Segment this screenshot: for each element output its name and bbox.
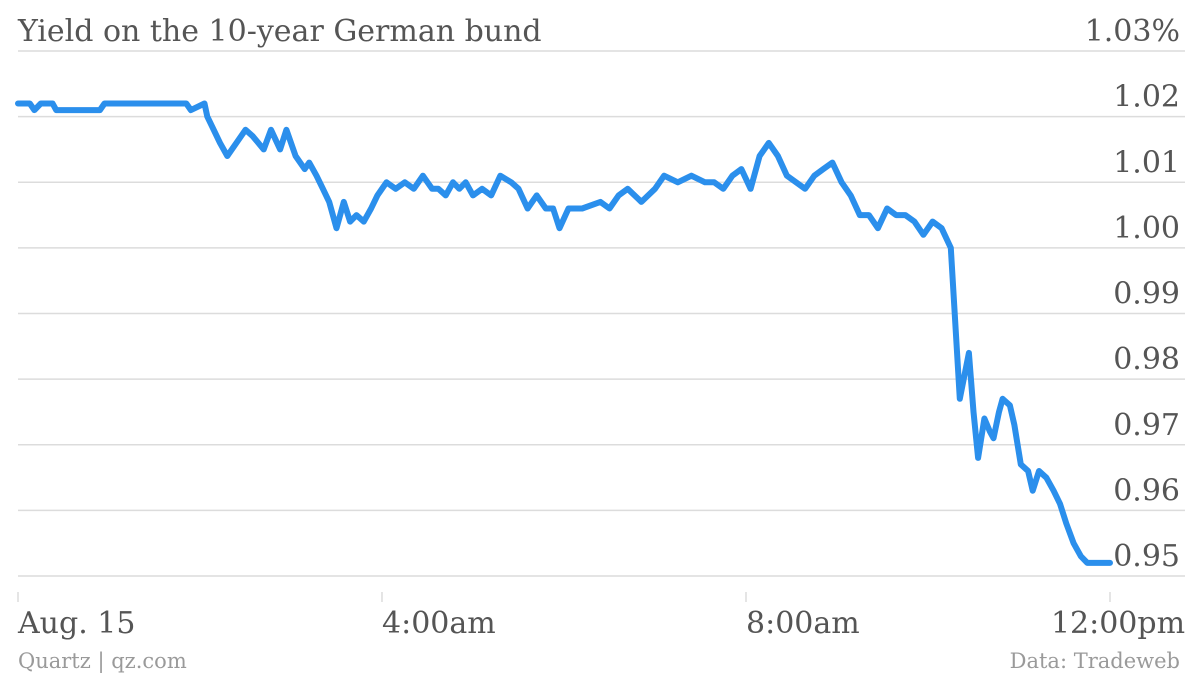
- y-tick-label: 1.03%: [1085, 14, 1180, 49]
- x-tick-label: 8:00am: [746, 606, 860, 641]
- gridlines: [18, 50, 1185, 577]
- y-axis-labels: 0.95 0.96 0.97 0.98 0.99 1.00 1.01 1.02 1.03%: [1085, 14, 1180, 574]
- y-tick-label: 1.02: [1113, 80, 1180, 115]
- y-tick-label: 0.95: [1113, 539, 1180, 574]
- x-tick-marks: [17, 592, 1111, 602]
- data-source: Data: Tradeweb: [1010, 649, 1180, 673]
- source-credit: Quartz | qz.com: [18, 649, 187, 674]
- chart-title: Yield on the 10-year German bund: [17, 14, 542, 49]
- x-axis-labels: Aug. 15 4:00am 8:00am 12:00pm: [17, 606, 1185, 641]
- x-tick-label: 12:00pm: [1051, 606, 1185, 641]
- x-tick-label: Aug. 15: [17, 606, 135, 641]
- y-tick-label: 1.01: [1113, 145, 1180, 180]
- yield-series-line: [15, 100, 1113, 566]
- y-tick-label: 0.96: [1113, 473, 1180, 508]
- y-tick-label: 0.97: [1113, 408, 1180, 443]
- y-tick-label: 0.99: [1113, 277, 1180, 312]
- y-tick-label: 1.00: [1113, 211, 1180, 246]
- y-tick-label: 0.98: [1113, 342, 1180, 377]
- x-tick-label: 4:00am: [382, 606, 496, 641]
- series-layer: [15, 100, 1113, 566]
